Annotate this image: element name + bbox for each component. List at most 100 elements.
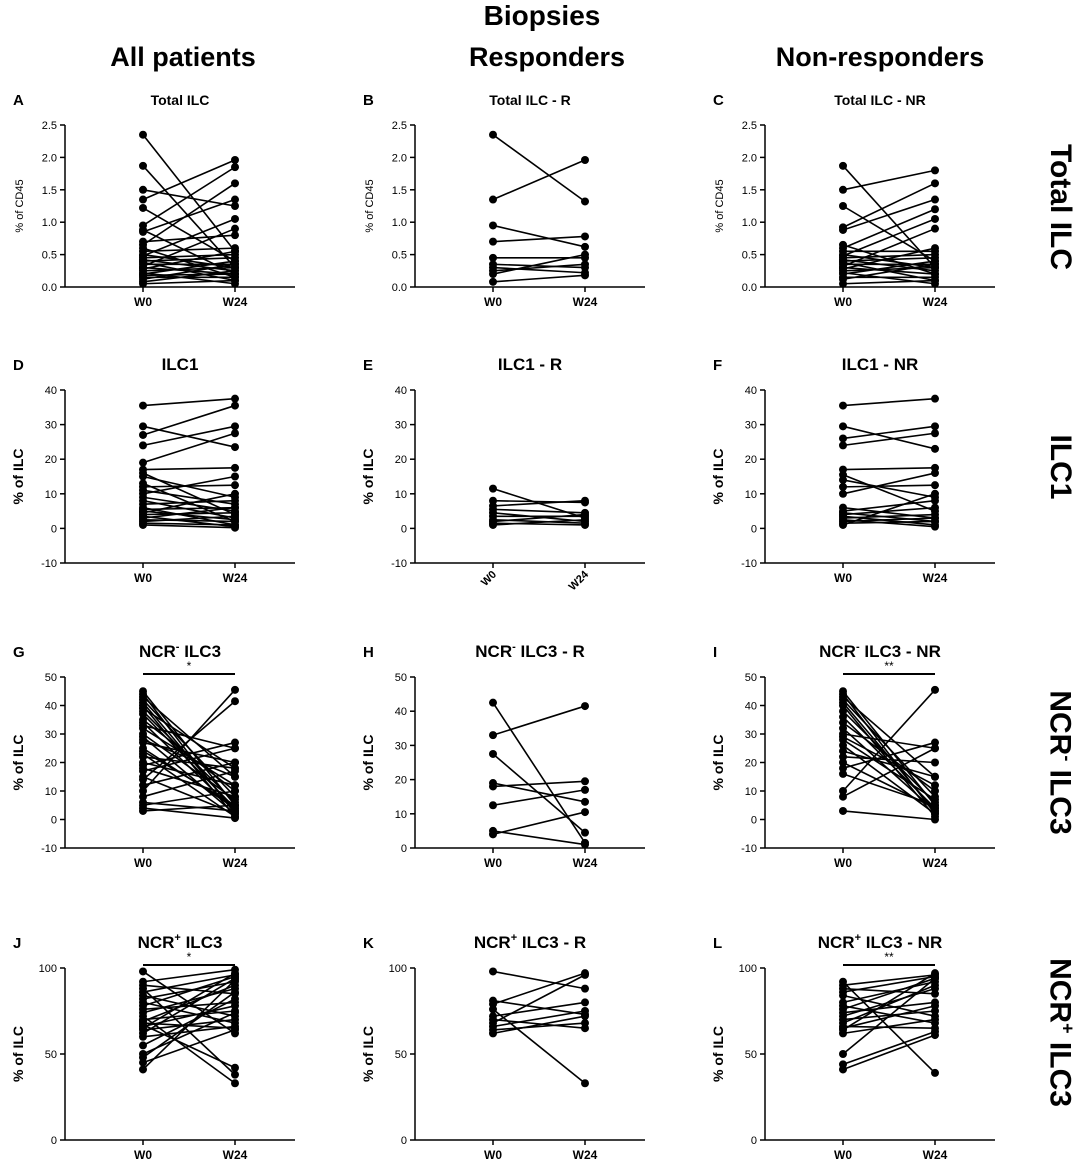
y-tick-label: 0.0 [42,282,57,294]
y-axis-label: % of CD45 [14,179,26,232]
subject-line [142,984,236,1023]
point-w0 [839,401,847,410]
point-w24 [581,197,589,206]
subject-line [142,761,236,787]
point-w24 [931,809,939,818]
point-w0 [139,752,147,761]
y-tick-label: 10 [745,489,757,501]
subject-line [842,736,936,787]
subject-line [842,169,936,191]
point-w24 [931,496,939,505]
point-w0 [139,195,147,204]
subject-line [492,974,586,1024]
subject-line [842,253,936,259]
subject-line [142,510,236,521]
point-w0 [839,764,847,773]
point-w0 [139,227,147,236]
subject-line [842,279,936,285]
point-w24 [931,195,939,204]
y-axis-label: % of ILC [360,735,376,791]
panel-letter: K [363,935,374,952]
y-tick-label: 2.0 [742,152,757,164]
panel-title: ILC1 - NR [842,355,919,374]
subject-line [842,484,936,488]
point-w24 [931,787,939,795]
subject-line [842,750,936,778]
subject-line [842,975,936,993]
point-w24 [931,429,939,438]
y-axis-label: % of ILC [710,735,726,791]
y-tick-label: -10 [741,558,757,570]
point-w0 [489,484,497,493]
point-w24 [931,481,939,490]
point-w24 [581,777,589,786]
point-w0 [839,482,847,491]
panel-j: J NCR+ ILC3 0 50 100 % of ILC W0 W24 * [10,932,295,1162]
subject-line [492,518,586,526]
subject-line [842,227,936,268]
point-w0 [839,520,847,529]
panel-letter: D [13,357,24,374]
y-tick-label: 20 [45,758,57,770]
subject-line [142,484,236,488]
point-w24 [581,242,589,251]
point-w24 [931,772,939,781]
y-tick-label: 30 [45,420,57,432]
subject-line [842,810,936,821]
point-w24 [931,260,939,269]
point-w0 [839,279,847,288]
significance-marker: * [187,950,192,964]
subject-line [492,1018,586,1029]
point-w24 [931,781,939,790]
y-tick-label: 0.0 [742,282,757,294]
subject-line [842,499,936,512]
x-tick-label: W0 [834,1148,852,1162]
point-w24 [931,205,939,214]
point-w24 [231,685,239,694]
subject-line [142,974,236,993]
point-w24 [231,801,239,810]
subject-line [842,512,936,523]
subject-line [492,134,586,203]
point-w0 [839,787,847,795]
subject-line [142,404,236,436]
panel-title: Total ILC [151,92,210,108]
y-tick-label: 20 [45,454,57,466]
subject-line [492,705,586,736]
subject-line [142,1025,236,1038]
subject-line [842,198,936,231]
subject-line [142,198,236,233]
point-w24 [931,815,939,824]
y-tick-label: 0 [751,523,757,535]
column-header-responders: Responders [468,42,626,72]
y-axis-label: % of ILC [360,449,376,505]
panel-title: NCR+ ILC3 [138,932,223,952]
subject-line [842,432,936,447]
x-tick-label: W24 [573,856,598,870]
y-tick-label: 0 [51,523,57,535]
significance-marker: * [187,659,192,673]
point-w0 [139,724,147,733]
y-tick-label: 40 [45,385,57,397]
point-w24 [581,1012,589,1021]
subject-line [842,739,936,801]
point-w24 [581,250,589,259]
y-tick-label: 40 [395,385,407,397]
point-w24 [231,443,239,452]
y-tick-label: 100 [389,963,407,975]
point-w24 [231,489,239,498]
subject-line [142,1029,236,1064]
subject-line [142,253,236,259]
point-w24 [931,738,939,747]
y-tick-label: 20 [745,758,757,770]
x-tick-label: W24 [567,568,592,593]
point-w0 [489,698,497,707]
subject-line [842,266,936,272]
point-w24 [231,1001,239,1010]
subject-line [142,493,236,514]
y-tick-label: 0.5 [742,250,757,262]
subject-line [842,696,936,778]
point-w0 [139,967,147,976]
subject-line [142,1005,236,1028]
point-w24 [931,1068,939,1077]
